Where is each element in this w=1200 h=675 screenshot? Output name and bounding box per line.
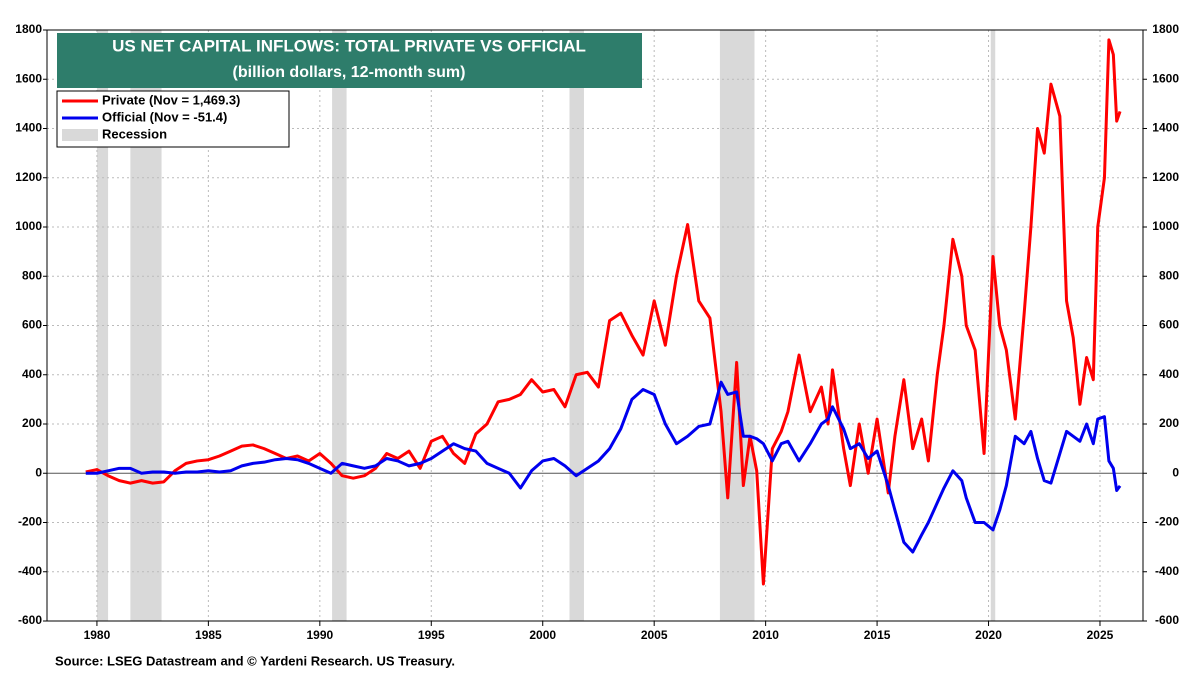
y2-tick-label: -400: [1155, 564, 1179, 578]
y2-tick-label: 200: [1159, 416, 1179, 430]
y2-tick-label: 0: [1172, 465, 1179, 479]
chart-subtitle: (billion dollars, 12-month sum): [233, 64, 466, 81]
y-tick-label: 400: [22, 367, 42, 381]
y-tick-label: 0: [35, 465, 42, 479]
y2-tick-label: 400: [1159, 367, 1179, 381]
recession-band: [332, 30, 347, 621]
y2-tick-label: 1200: [1152, 170, 1179, 184]
legend-label: Official (Nov = -51.4): [102, 109, 227, 124]
y2-tick-label: 800: [1159, 268, 1179, 282]
y-tick-label: 1600: [15, 71, 42, 85]
y-tick-label: 1000: [15, 219, 42, 233]
x-tick-label: 2010: [752, 628, 779, 642]
recession-band: [569, 30, 584, 621]
y-tick-label: 1400: [15, 121, 42, 135]
y-tick-label: 600: [22, 318, 42, 332]
y2-tick-label: 1000: [1152, 219, 1179, 233]
y-tick-label: -200: [18, 515, 42, 529]
title-box: [57, 33, 642, 88]
chart-title: US NET CAPITAL INFLOWS: TOTAL PRIVATE VS…: [112, 36, 586, 55]
y2-tick-label: 1600: [1152, 71, 1179, 85]
x-tick-label: 2020: [975, 628, 1002, 642]
x-tick-label: 2005: [641, 628, 668, 642]
y2-tick-label: -200: [1155, 515, 1179, 529]
x-tick-label: 2000: [529, 628, 556, 642]
source-note: Source: LSEG Datastream and © Yardeni Re…: [55, 653, 455, 668]
x-tick-label: 1980: [84, 628, 111, 642]
series-line: [85, 380, 1122, 554]
legend-swatch: [62, 129, 98, 141]
x-tick-label: 2015: [864, 628, 891, 642]
x-tick-label: 1985: [195, 628, 222, 642]
x-tick-label: 2025: [1087, 628, 1114, 642]
legend-label: Recession: [102, 126, 167, 141]
y-tick-label: -600: [18, 613, 42, 627]
x-tick-label: 1990: [306, 628, 333, 642]
y2-tick-label: 1800: [1152, 22, 1179, 36]
y2-tick-label: -600: [1155, 613, 1179, 627]
line-layer: [85, 38, 1122, 586]
y-tick-label: 800: [22, 268, 42, 282]
y2-tick-label: 600: [1159, 318, 1179, 332]
y-tick-label: 1800: [15, 22, 42, 36]
legend-label: Private (Nov = 1,469.3): [102, 92, 240, 107]
y-tick-label: -400: [18, 564, 42, 578]
y2-tick-label: 1400: [1152, 121, 1179, 135]
legend: Private (Nov = 1,469.3) Official (Nov = -…: [62, 92, 240, 141]
x-tick-label: 1995: [418, 628, 445, 642]
y-tick-label: 200: [22, 416, 42, 430]
y-tick-label: 1200: [15, 170, 42, 184]
